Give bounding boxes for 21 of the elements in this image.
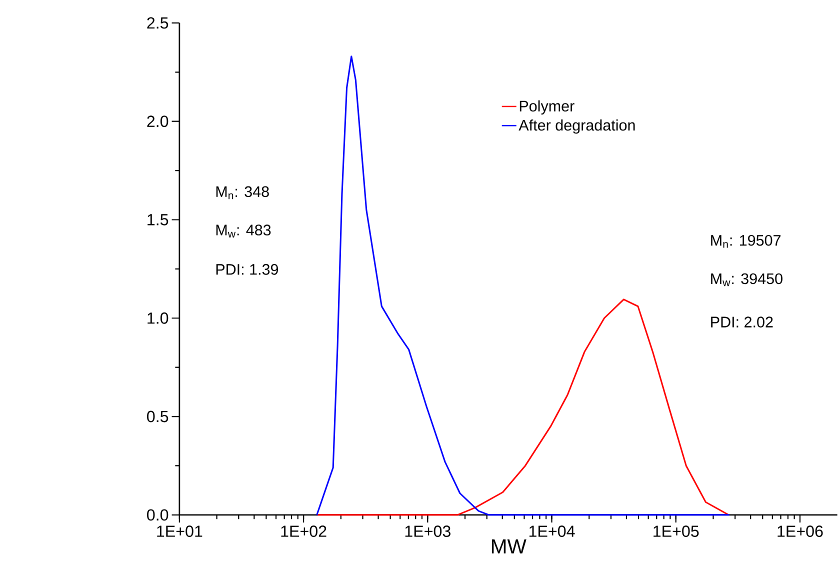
y-tick-label: 1.5 xyxy=(148,214,168,226)
x-tick-label: 1E+05 xyxy=(654,525,699,537)
y-tick-label: 2.5 xyxy=(147,17,168,29)
annotation: M$_{n}$: 348 xyxy=(216,186,269,199)
x-axis-title: MW xyxy=(492,539,526,554)
x-tick-label: 1E+01 xyxy=(157,525,202,537)
legend-label: After degradation xyxy=(518,119,635,134)
annotation: M$_{n}$: 19507 xyxy=(711,234,781,248)
x-tick-label: 1E+06 xyxy=(778,525,823,537)
annotation: PDI: 2.02 xyxy=(711,316,773,328)
y-tick-label: 1.0 xyxy=(148,312,168,324)
x-tick-label: 1E+02 xyxy=(281,525,326,537)
x-tick-label: 1E+03 xyxy=(405,525,450,537)
y-tick-label: 0.0 xyxy=(147,509,168,520)
annotation: PDI: 1.39 xyxy=(216,264,278,275)
y-tick-label: 2.0 xyxy=(147,116,168,127)
legend-label: Polymer xyxy=(520,100,574,114)
annotation: M$_{w}$: 483 xyxy=(216,224,271,238)
y-tick-label: 0.5 xyxy=(147,410,168,422)
x-tick-label: 1E+04 xyxy=(529,525,575,537)
annotation: M$_{w}$: 39450 xyxy=(711,273,782,286)
